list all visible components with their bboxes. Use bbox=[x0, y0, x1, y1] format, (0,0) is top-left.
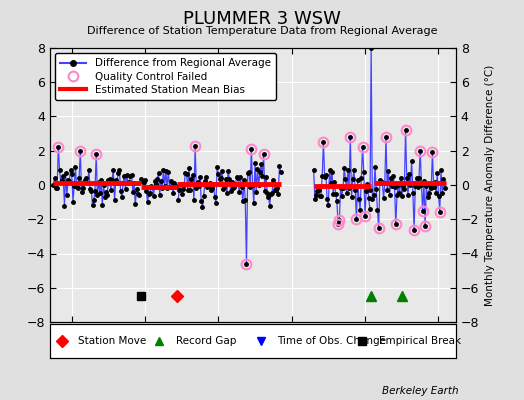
Text: Time of Obs. Change: Time of Obs. Change bbox=[277, 336, 386, 346]
Text: Empirical Break: Empirical Break bbox=[379, 336, 461, 346]
Text: Berkeley Earth: Berkeley Earth bbox=[382, 386, 458, 396]
Y-axis label: Monthly Temperature Anomaly Difference (°C): Monthly Temperature Anomaly Difference (… bbox=[485, 64, 495, 306]
Text: Difference of Station Temperature Data from Regional Average: Difference of Station Temperature Data f… bbox=[87, 26, 437, 36]
Text: Station Move: Station Move bbox=[78, 336, 146, 346]
Text: PLUMMER 3 WSW: PLUMMER 3 WSW bbox=[183, 10, 341, 28]
Legend: Difference from Regional Average, Quality Control Failed, Estimated Station Mean: Difference from Regional Average, Qualit… bbox=[55, 53, 276, 100]
Text: Record Gap: Record Gap bbox=[176, 336, 236, 346]
